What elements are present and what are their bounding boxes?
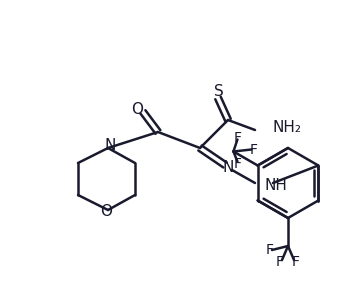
Text: F: F — [250, 142, 258, 156]
Text: O: O — [100, 205, 112, 219]
Text: F: F — [276, 255, 284, 269]
Text: F: F — [233, 130, 242, 144]
Text: F: F — [233, 156, 242, 171]
Text: S: S — [214, 84, 224, 100]
Text: F: F — [292, 255, 300, 269]
Text: N: N — [222, 161, 234, 176]
Text: NH: NH — [265, 178, 288, 193]
Text: F: F — [266, 243, 274, 257]
Text: O: O — [131, 103, 143, 117]
Text: N: N — [104, 139, 116, 154]
Text: NH₂: NH₂ — [273, 120, 302, 135]
